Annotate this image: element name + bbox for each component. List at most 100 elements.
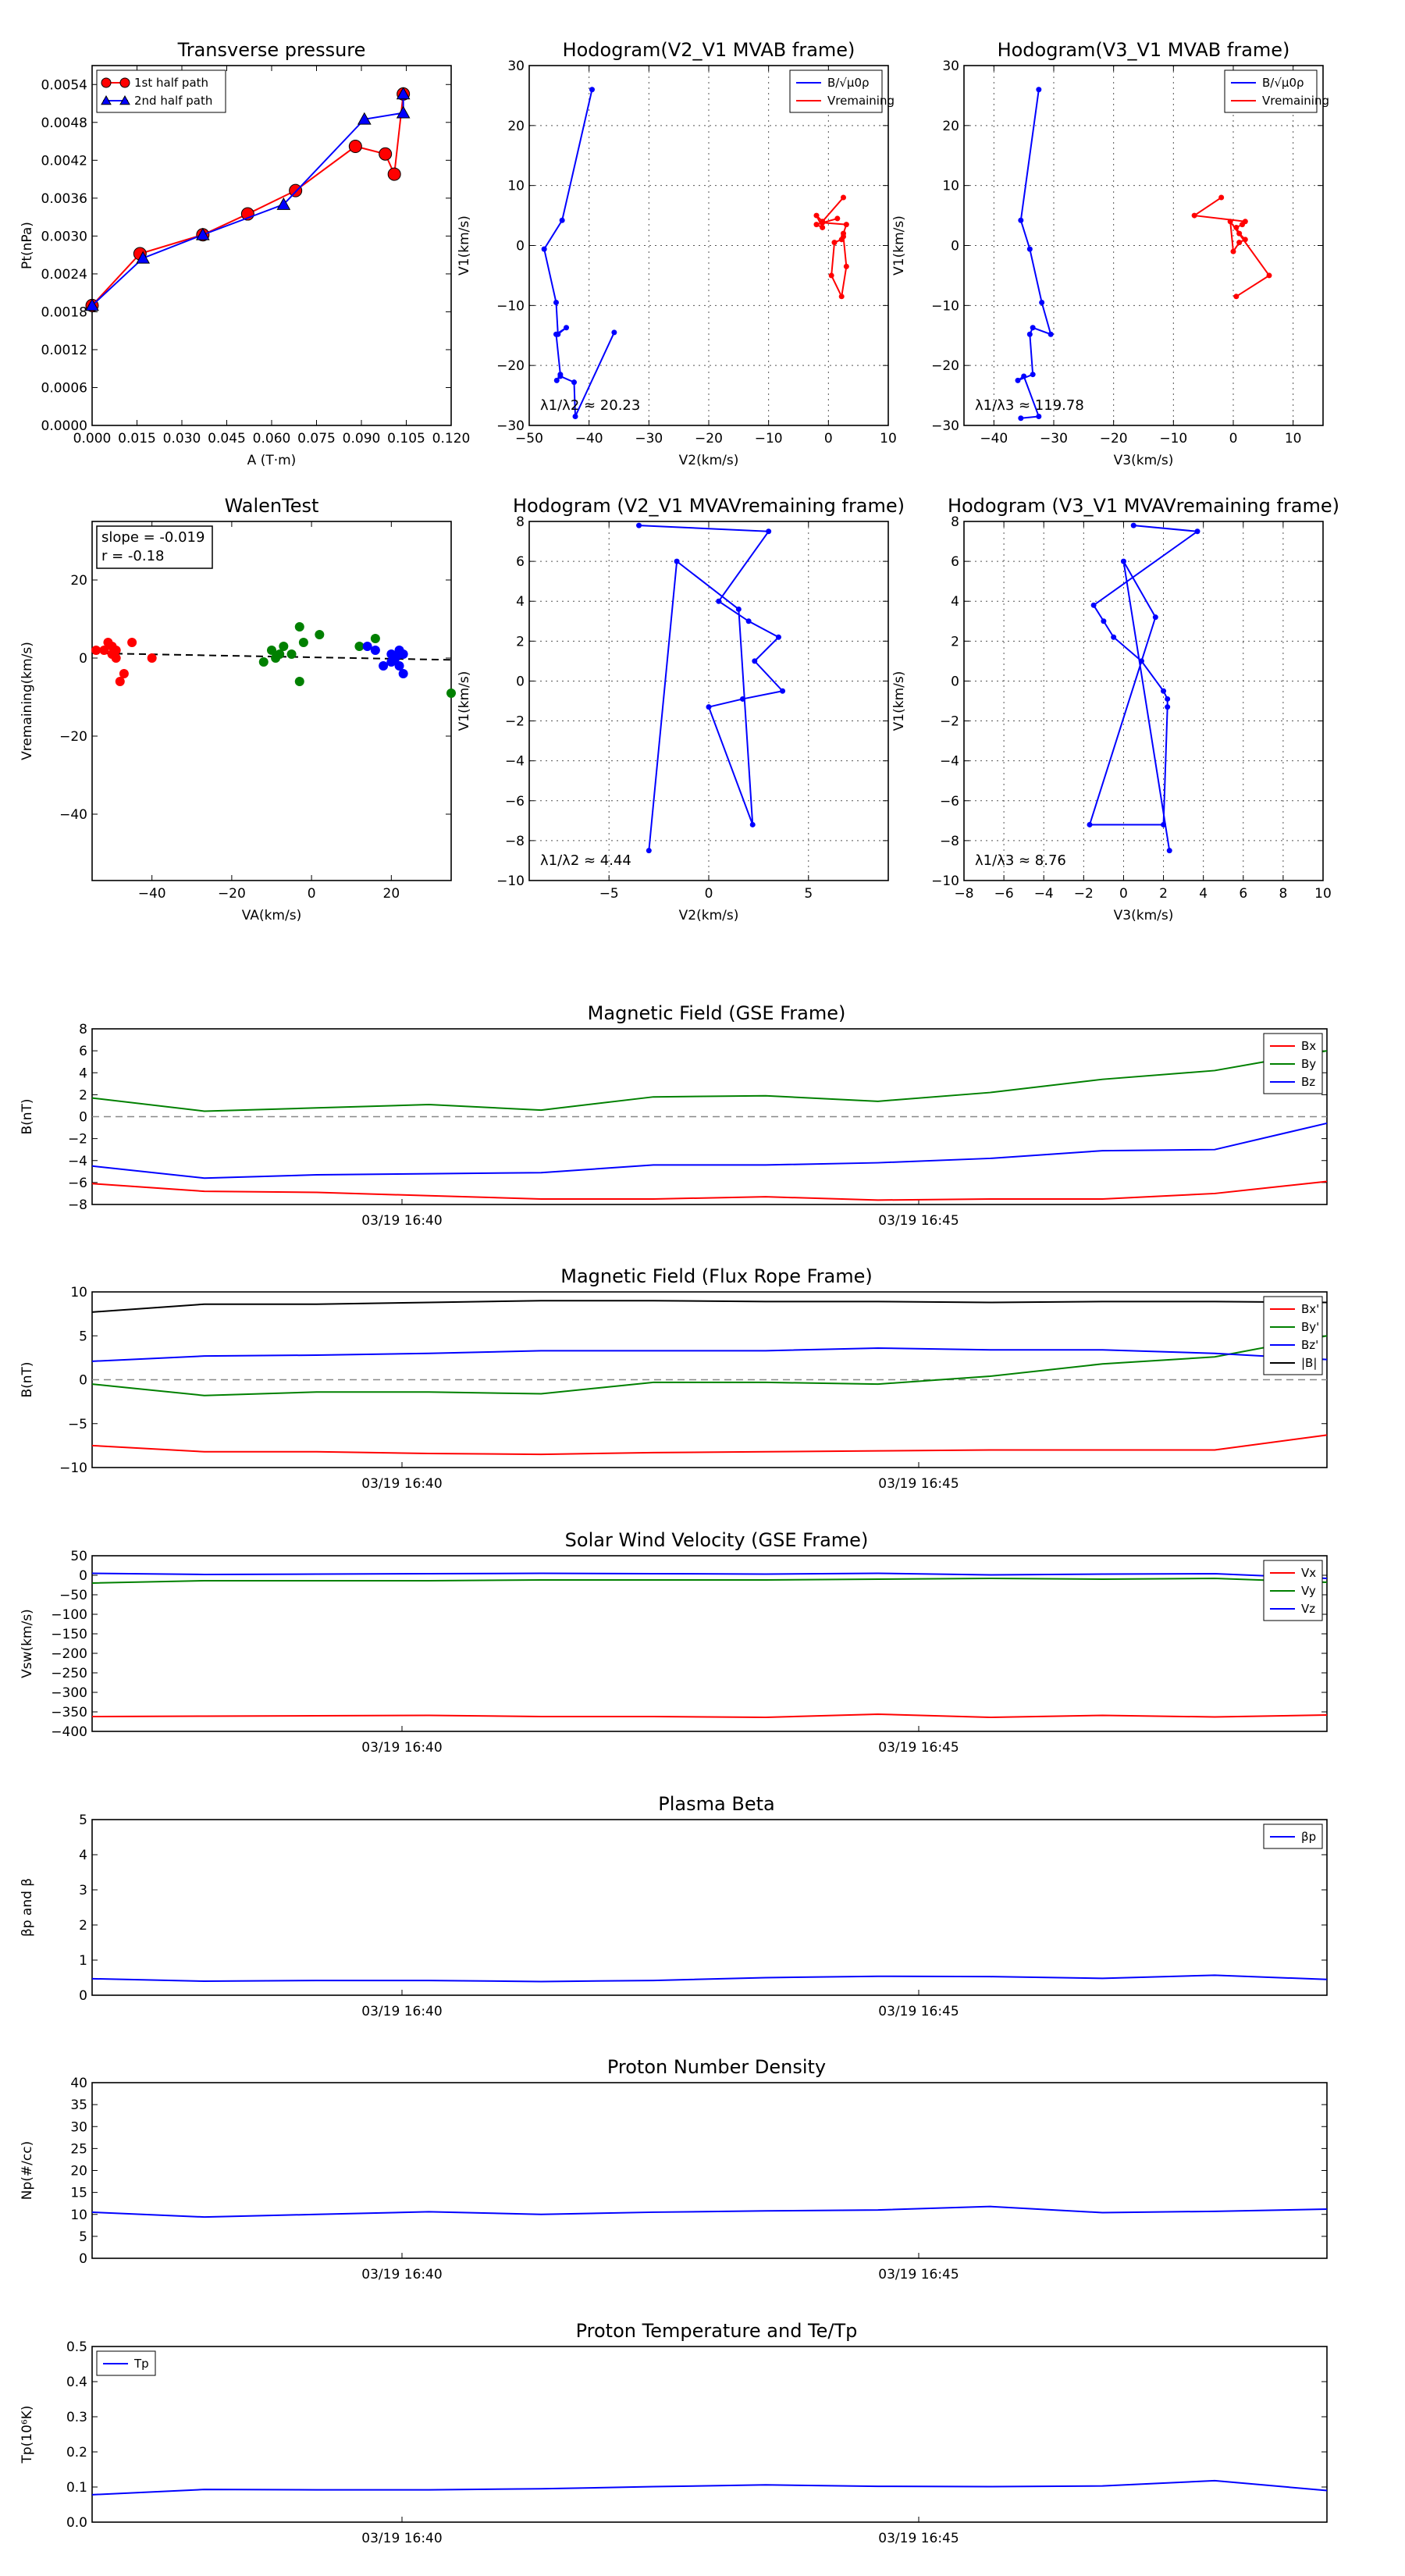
h12r-ytick-label: −4 (505, 754, 525, 770)
h13r-point (1161, 688, 1167, 694)
bgse-ytick-label: 0 (79, 1110, 87, 1126)
tp-point (136, 251, 151, 264)
h13-ytick-label: 0 (951, 239, 959, 254)
tp-point (348, 140, 362, 154)
bfr-ytick-label: 10 (70, 1285, 87, 1300)
h13r-point (1165, 696, 1171, 702)
h12r-point (766, 528, 772, 535)
bfr-ytick-label: 5 (79, 1329, 87, 1344)
vsw-legend-label: Vy (1301, 1584, 1316, 1598)
tp-ylabel: Pt(nPa) (20, 222, 35, 269)
h12r-title: Hodogram (V2_V1 MVAVremaining frame) (513, 495, 905, 517)
tp-point (387, 167, 401, 181)
h13-ytick-label: −30 (931, 418, 959, 434)
h12-point (589, 87, 595, 93)
walen-annotation: r = -0.18 (101, 548, 165, 564)
h13r-point (1152, 614, 1158, 621)
h13r-point (1120, 558, 1126, 564)
vsw-xtick-label: 03/19 16:45 (878, 1740, 959, 1756)
tp-frame (91, 65, 452, 426)
h13-point (1018, 217, 1024, 223)
h13-ylabel: V1(km/s) (891, 215, 907, 276)
h12-point (611, 329, 617, 336)
h12r-point (749, 821, 756, 827)
h13r-ytick-label: −4 (940, 754, 959, 770)
h12-xtick-label: 10 (880, 431, 897, 447)
h13-point (1242, 237, 1248, 243)
bfr-ytick-label: 0 (79, 1373, 87, 1389)
h13r-ytick-label: 4 (951, 594, 959, 610)
np-ytick-label: 5 (79, 2229, 87, 2245)
tp2-xtick-label: 03/19 16:40 (361, 2531, 442, 2546)
walen-point (115, 677, 125, 686)
np-chart: Proton Number Density 40 35 30 25 20 15 10 5 0 03/… (20, 2056, 1328, 2282)
walen-xtick-label: 20 (383, 886, 400, 902)
vsw-ytick-label: 0 (79, 1568, 87, 1584)
tp-point (396, 87, 411, 100)
walen-point (398, 669, 408, 678)
h13-point (1233, 294, 1240, 300)
bgse-chart: Magnetic Field (GSE Frame) 8 6 4 2 0 −2 −4 −6 −8 0… (20, 1002, 1328, 1229)
bfr-frame (91, 1291, 1328, 1468)
walen-point (119, 669, 129, 678)
h13r-xlabel: V3(km/s) (1114, 908, 1174, 923)
h13-point (1240, 222, 1245, 228)
np-ytick-label: 40 (70, 2076, 87, 2091)
h13r-point (1101, 618, 1107, 624)
vsw-title: Solar Wind Velocity (GSE Frame) (565, 1529, 869, 1551)
vsw-legend-label: Vz (1301, 1602, 1315, 1616)
h13r-ytick-label: −10 (931, 873, 959, 889)
walen-point (362, 642, 372, 651)
walen-ytick-label: 20 (70, 573, 87, 589)
tp-xtick-label: 0.060 (253, 431, 291, 447)
walen-point (111, 653, 121, 663)
bgse-ytick-label: −8 (68, 1197, 87, 1213)
h12-xtick-label: −20 (695, 431, 723, 447)
h12-point (553, 331, 559, 337)
h12r-point (716, 598, 722, 604)
h12r-xtick-label: −5 (599, 886, 619, 902)
h13-legend (1224, 69, 1318, 113)
bfr-xtick-label: 03/19 16:45 (878, 1476, 959, 1492)
walen-xtick-label: 0 (308, 886, 316, 902)
h13-xtick-label: −10 (1159, 431, 1187, 447)
vsw-ytick-label: −250 (51, 1666, 87, 1681)
h13-point (1230, 248, 1236, 254)
h13r-xtick-label: 4 (1199, 886, 1208, 902)
h12-point (834, 215, 841, 222)
tp-line (91, 94, 404, 307)
h13-point (1039, 299, 1045, 305)
h12-point (820, 219, 826, 226)
walen-point (446, 688, 456, 698)
h13-point (1036, 413, 1042, 419)
vsw-ytick-label: 50 (70, 1549, 87, 1564)
walen-title: WalenTest (225, 495, 319, 517)
h12-legend-label: Vremaining (827, 94, 895, 108)
h13-point (1030, 325, 1036, 331)
h12r-ytick-label: 8 (516, 514, 525, 530)
h13-point (1236, 230, 1243, 237)
beta-ytick-label: 3 (79, 1883, 87, 1898)
h13-point (1030, 372, 1036, 378)
h12-point (831, 240, 838, 246)
tp-point (85, 298, 99, 311)
h12-point (838, 294, 845, 300)
bfr-xtick-label: 03/19 16:40 (361, 1476, 442, 1492)
h12-ytick-label: 0 (516, 239, 525, 254)
h13-xtick-label: 10 (1285, 431, 1302, 447)
beta-legend-label: βp (1301, 1830, 1316, 1844)
walen-point (147, 653, 157, 663)
h13-chart: Hodogram(V3_V1 MVAB frame) −40 −30 −20 −10 0 1… (891, 39, 1329, 468)
h13r-ytick-label: 6 (951, 554, 959, 570)
tp-legend-point (119, 94, 130, 105)
h13-point (1018, 415, 1024, 422)
bgse-ytick-label: 4 (79, 1066, 87, 1081)
h13r-point (1166, 848, 1172, 854)
tp-ytick-label: 0.0012 (41, 343, 87, 358)
h12r-annotation: λ1/λ2 ≈ 4.44 (540, 852, 631, 869)
vsw-legend-label: Vx (1301, 1566, 1316, 1580)
h13r-xtick-label: −4 (1034, 886, 1054, 902)
h13r-chart: Hodogram (V3_V1 MVAVremaining frame) −8 −6… (891, 495, 1339, 923)
np-ytick-label: 20 (70, 2164, 87, 2179)
